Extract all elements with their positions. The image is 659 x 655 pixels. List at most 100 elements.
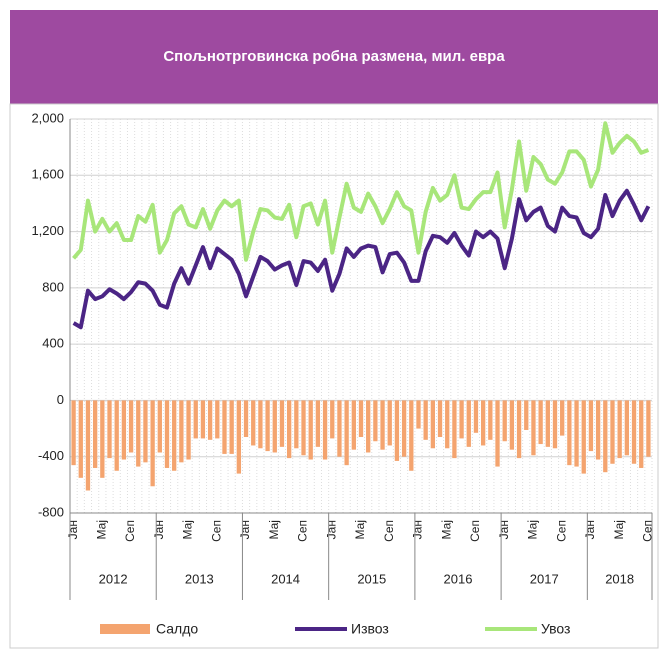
bar	[85, 400, 91, 491]
bar	[136, 400, 141, 467]
bar	[286, 400, 292, 459]
bar	[646, 400, 651, 457]
bar	[552, 400, 558, 449]
bar	[243, 400, 249, 438]
x-tick-label: Сеп	[554, 520, 568, 542]
bar	[459, 400, 464, 439]
bar	[229, 400, 234, 454]
x-tick-label: Јан	[497, 520, 511, 539]
x-tick-label: Мај	[267, 520, 281, 539]
bar	[617, 400, 622, 459]
bar	[265, 400, 270, 452]
bar	[351, 400, 356, 450]
year-label: 2013	[185, 571, 214, 586]
bar	[387, 400, 392, 446]
bar	[157, 400, 162, 453]
bar	[358, 400, 364, 438]
bar	[121, 400, 127, 460]
year-label: 2014	[271, 571, 300, 586]
year-label: 2012	[99, 571, 128, 586]
bar	[409, 400, 414, 471]
bar	[150, 400, 155, 487]
bar	[179, 400, 184, 463]
x-tick-label: Јан	[152, 520, 166, 539]
bar	[272, 400, 277, 453]
bar	[337, 400, 342, 457]
y-tick-label: 0	[57, 392, 64, 407]
bar	[516, 400, 522, 459]
bar	[416, 400, 421, 429]
x-tick-label: Сеп	[123, 520, 137, 542]
bar	[258, 400, 263, 449]
y-tick-label: 800	[42, 279, 64, 294]
x-tick-label: Мај	[181, 520, 195, 539]
bar	[545, 400, 550, 447]
x-tick-label: Мај	[353, 520, 367, 539]
bar	[366, 400, 371, 453]
year-label: 2015	[357, 571, 386, 586]
bar	[344, 400, 349, 466]
bar	[164, 400, 170, 468]
frame	[9, 103, 659, 649]
x-tick-label: Сеп	[382, 520, 396, 542]
x-tick-label: Мај	[95, 520, 109, 539]
bar	[394, 400, 400, 461]
x-tick-label: Сеп	[468, 520, 482, 542]
bar	[639, 400, 644, 468]
bar	[466, 400, 471, 447]
x-tick-label: Мај	[526, 520, 540, 539]
year-label: 2018	[605, 571, 634, 586]
bar	[78, 400, 83, 478]
header-band	[10, 10, 658, 104]
y-tick-label: -400	[38, 448, 64, 463]
x-tick-label: Јан	[583, 520, 597, 539]
bar	[114, 400, 119, 471]
bar	[236, 400, 242, 474]
bar	[595, 400, 601, 460]
bar	[560, 400, 565, 436]
bar	[172, 400, 177, 471]
bar	[279, 400, 285, 447]
bar	[445, 400, 450, 449]
bar	[531, 400, 536, 456]
bar	[222, 400, 227, 454]
bar	[207, 400, 213, 440]
x-tick-label: Мај	[612, 520, 626, 539]
bar	[524, 400, 529, 430]
bar	[488, 400, 493, 440]
bar	[538, 400, 543, 445]
bar	[610, 400, 615, 464]
bar	[502, 400, 507, 442]
bar	[107, 400, 112, 459]
y-tick-label: 1,200	[31, 223, 64, 238]
legend-label: Увоз	[541, 621, 570, 637]
bar	[495, 400, 500, 467]
bar	[143, 400, 148, 463]
chart-title: Спољнотрговинска робна размена, мил. евр…	[163, 48, 505, 65]
bar	[624, 400, 630, 456]
bar	[251, 400, 256, 446]
bar	[423, 400, 428, 440]
legend-label: Извоз	[351, 621, 389, 637]
x-tick-label: Сеп	[209, 520, 223, 542]
bar	[574, 400, 579, 467]
x-tick-label: Јан	[238, 520, 252, 539]
y-tick-label: -800	[38, 504, 64, 519]
bar	[380, 400, 385, 450]
bar	[401, 400, 407, 457]
bar	[100, 400, 105, 478]
bar	[301, 400, 306, 456]
year-label: 2016	[444, 571, 473, 586]
year-label: 2017	[530, 571, 559, 586]
bar	[430, 400, 436, 449]
bar	[193, 400, 198, 439]
line	[72, 121, 650, 262]
bar	[473, 400, 479, 433]
bar	[567, 400, 572, 466]
bar	[308, 400, 313, 460]
legend-swatch	[100, 624, 150, 634]
bar	[437, 400, 443, 438]
bar	[509, 400, 515, 450]
bar	[200, 400, 206, 439]
bar	[631, 400, 637, 464]
